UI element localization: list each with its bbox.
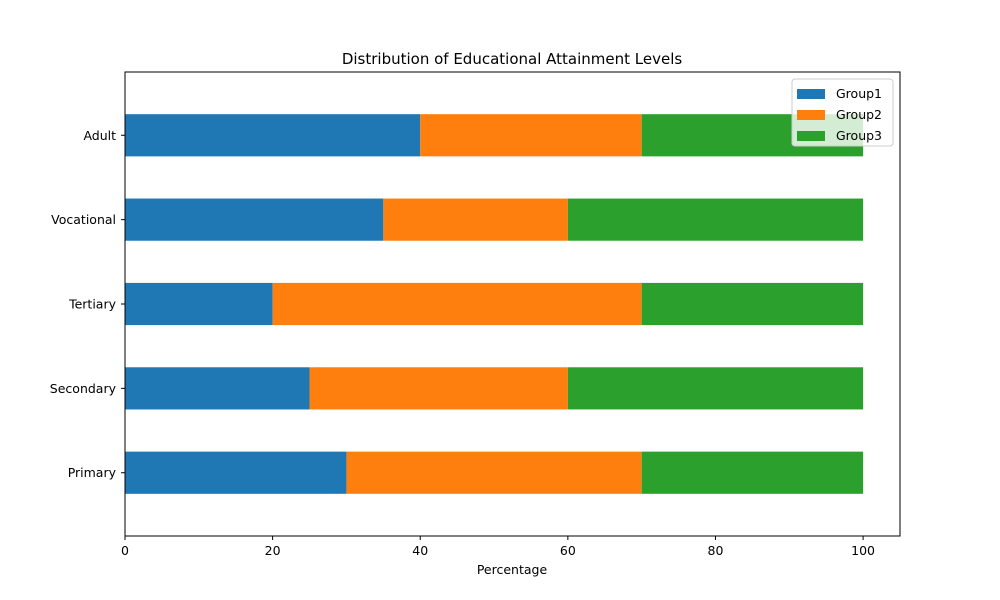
x-tick-label: 20 bbox=[265, 543, 281, 558]
bar-secondary-group3 bbox=[567, 367, 864, 410]
x-tick-label: 100 bbox=[851, 543, 875, 558]
x-tick-label: 40 bbox=[412, 543, 428, 558]
legend-swatch-group3 bbox=[797, 131, 825, 141]
y-tick-label-adult: Adult bbox=[83, 128, 116, 143]
y-tick-label-tertiary: Tertiary bbox=[68, 297, 117, 312]
x-tick-label: 80 bbox=[708, 543, 724, 558]
legend-swatch-group2 bbox=[797, 110, 825, 120]
x-tick-label: 60 bbox=[560, 543, 576, 558]
legend-swatch-group1 bbox=[797, 89, 825, 99]
legend-label-group3: Group3 bbox=[836, 128, 882, 143]
bar-tertiary-group1 bbox=[125, 282, 273, 326]
x-axis-ticks: 0 20 40 60 80 100 bbox=[121, 536, 875, 558]
bar-tertiary-group3 bbox=[641, 282, 864, 326]
bars-layer bbox=[125, 114, 864, 494]
bar-vocational-group2 bbox=[383, 198, 568, 241]
legend: Group1 Group2 Group3 bbox=[791, 78, 894, 147]
y-axis-ticks: Primary Secondary Tertiary Vocational Adult bbox=[50, 128, 125, 480]
bar-primary-group2 bbox=[346, 451, 642, 494]
bar-secondary-group2 bbox=[309, 367, 568, 410]
bar-adult-group2 bbox=[420, 114, 642, 157]
legend-label-group1: Group1 bbox=[836, 86, 882, 101]
chart-title: Distribution of Educational Attainment L… bbox=[342, 50, 683, 68]
y-tick-label-primary: Primary bbox=[68, 465, 117, 480]
x-tick-label: 0 bbox=[121, 543, 129, 558]
bar-tertiary-group2 bbox=[272, 282, 642, 326]
x-axis-label: Percentage bbox=[477, 562, 548, 577]
bar-secondary-group1 bbox=[125, 367, 310, 410]
bar-adult-group1 bbox=[125, 114, 421, 157]
bar-primary-group1 bbox=[125, 451, 347, 494]
y-tick-label-secondary: Secondary bbox=[50, 381, 117, 396]
bar-primary-group3 bbox=[641, 451, 864, 494]
bar-vocational-group3 bbox=[567, 198, 864, 241]
bar-vocational-group1 bbox=[125, 198, 384, 241]
y-tick-label-vocational: Vocational bbox=[51, 212, 116, 227]
legend-label-group2: Group2 bbox=[836, 107, 882, 122]
